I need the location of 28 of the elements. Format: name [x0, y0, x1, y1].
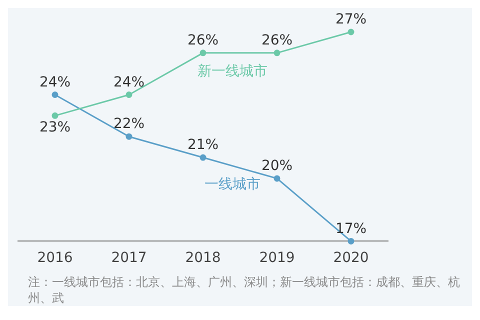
point	[200, 50, 206, 56]
point	[126, 92, 132, 98]
point	[274, 50, 280, 56]
data-label: 24%	[113, 74, 145, 90]
series-label: 一线城市	[204, 176, 261, 193]
x-tick-label: 2016	[37, 250, 73, 266]
x-tick-label: 2017	[111, 250, 147, 266]
point	[348, 238, 354, 244]
point	[348, 28, 354, 36]
data-label: 22%	[113, 116, 145, 132]
point	[200, 154, 206, 161]
point	[52, 92, 58, 98]
point	[52, 112, 58, 119]
data-label: 27%	[335, 12, 367, 28]
data-label: 26%	[261, 32, 293, 49]
data-label: 20%	[261, 158, 293, 174]
data-label: 24%	[39, 74, 71, 90]
x-tick-label: 2018	[185, 250, 221, 266]
text: 注：一线城市包括：北京、上海、广州、深圳；新一线城市包括：成都、重庆、杭州、武	[27, 274, 461, 306]
data-label: 21%	[187, 137, 219, 154]
point	[126, 133, 132, 140]
data-label: 26%	[187, 32, 219, 49]
data-label: 23%	[39, 119, 71, 136]
x-tick-label: 2020	[333, 250, 369, 266]
data-label: 17%	[335, 220, 367, 237]
point	[274, 175, 280, 182]
x-tick-label: 2019	[259, 250, 295, 266]
series-label: 新一线城市	[198, 64, 268, 80]
